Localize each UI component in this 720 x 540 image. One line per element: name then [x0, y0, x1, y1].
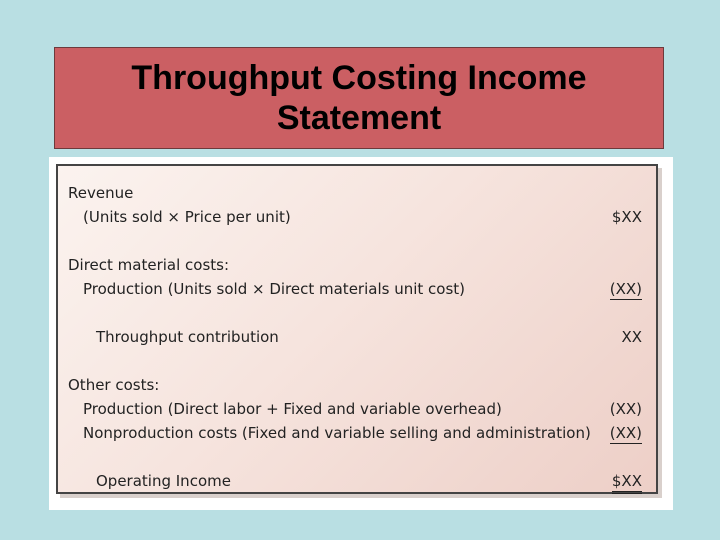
statement-row-other-costs: Other costs: [58, 376, 656, 398]
row-label: Production (Direct labor + Fixed and var… [83, 400, 502, 418]
row-label: Other costs: [68, 376, 160, 394]
statement-row-operating-income: Operating Income $XX [58, 472, 656, 494]
row-label: (Units sold × Price per unit) [83, 208, 291, 226]
row-label: Throughput contribution [96, 328, 279, 346]
page-title: Throughput Costing Income Statement [131, 59, 587, 137]
row-amount: (XX) [609, 280, 642, 300]
row-amount: $XX [611, 472, 642, 494]
statement-row-throughput-contribution: Throughput contribution XX [58, 328, 656, 350]
row-label: Operating Income [96, 472, 231, 490]
row-label: Production (Units sold × Direct material… [83, 280, 466, 298]
statement-row-nonproduction: Nonproduction costs (Fixed and variable … [58, 424, 656, 446]
statement-row-direct-material: Direct material costs: [58, 256, 656, 278]
row-amount: $XX [611, 208, 642, 226]
row-amount: XX [621, 328, 642, 346]
statement-frame: Revenue (Units sold × Price per unit) $X… [49, 157, 673, 510]
statement-row-revenue-detail: (Units sold × Price per unit) $XX [58, 208, 656, 230]
title-banner: Throughput Costing Income Statement [54, 47, 664, 149]
income-statement: Revenue (Units sold × Price per unit) $X… [56, 164, 658, 494]
statement-row-direct-material-production: Production (Units sold × Direct material… [58, 280, 656, 302]
statement-row-other-production: Production (Direct labor + Fixed and var… [58, 400, 656, 422]
row-label: Nonproduction costs (Fixed and variable … [83, 424, 591, 442]
row-label: Revenue [68, 184, 134, 202]
row-amount: (XX) [609, 400, 642, 418]
row-label: Direct material costs: [68, 256, 230, 274]
row-amount: (XX) [609, 424, 642, 444]
statement-row-revenue: Revenue [58, 184, 656, 206]
